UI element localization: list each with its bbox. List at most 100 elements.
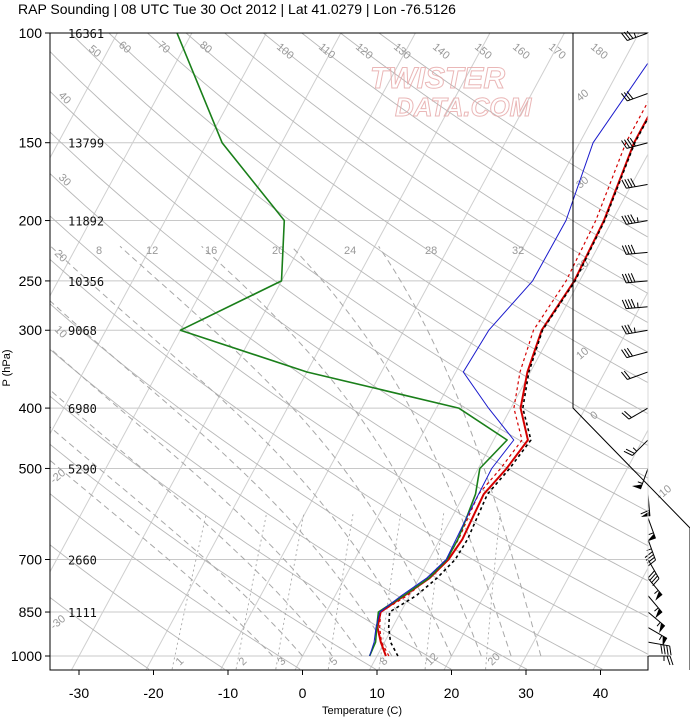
isotherm bbox=[443, 291, 648, 670]
wind-barb bbox=[621, 407, 649, 420]
theta-side-label: 30 bbox=[56, 172, 73, 189]
mixing-ratio-label: 20 bbox=[486, 651, 503, 668]
dry-adiabat bbox=[50, 303, 603, 670]
theta-e-label: 8 bbox=[96, 245, 102, 257]
watermark-line-2: DATA.COM bbox=[395, 92, 533, 122]
theta-e-label: 32 bbox=[512, 245, 524, 257]
plot-frame bbox=[49, 32, 649, 671]
theta-label: 50 bbox=[86, 43, 103, 60]
mixing-ratio-label: 2 bbox=[237, 655, 250, 668]
isotherm-label: 0 bbox=[588, 409, 600, 422]
temperature-tick-label: -20 bbox=[143, 685, 163, 701]
pressure-tick-label: 700 bbox=[19, 551, 43, 567]
isotherm-label: -20 bbox=[48, 467, 68, 486]
mixing-ratio-line bbox=[275, 513, 305, 670]
mixing-ratio-line bbox=[327, 513, 354, 670]
height-label: 5290 bbox=[68, 462, 97, 476]
wind-barb bbox=[632, 468, 649, 490]
chart-title: RAP Sounding | 08 UTC Tue 30 Oct 2012 | … bbox=[18, 1, 456, 17]
theta-e-label: 16 bbox=[205, 245, 217, 257]
mixing-ratio-label: 3 bbox=[276, 655, 289, 668]
dry-adiabat bbox=[50, 348, 528, 670]
wind-barb bbox=[621, 91, 649, 102]
moist-adiabat bbox=[201, 245, 482, 657]
x-axis-label: Temperature (C) bbox=[322, 705, 402, 717]
theta-label: 140 bbox=[430, 41, 452, 62]
wind-barb bbox=[621, 178, 649, 189]
mixing-ratio-line bbox=[485, 513, 501, 670]
wind-barb bbox=[644, 539, 656, 567]
mixing-ratio-line bbox=[378, 513, 402, 670]
dry-adiabat bbox=[50, 596, 150, 670]
theta-side-label: 10 bbox=[52, 324, 69, 341]
pressure-tick-label: 200 bbox=[19, 213, 43, 229]
wind-barb bbox=[621, 298, 649, 310]
dry-adiabat bbox=[147, 33, 648, 384]
wind-barb bbox=[621, 244, 649, 255]
height-label: 13799 bbox=[68, 137, 104, 151]
isotherm bbox=[50, 33, 118, 159]
moist-adiabat bbox=[50, 426, 303, 657]
dry-adiabat bbox=[69, 33, 648, 447]
wind-barb bbox=[621, 324, 649, 335]
wind-barb bbox=[647, 517, 656, 542]
y-axis-label: P (hPa) bbox=[1, 349, 13, 386]
mixing-ratio-line bbox=[424, 513, 445, 670]
isotherm-label: 10 bbox=[574, 345, 591, 362]
moist-adiabat bbox=[50, 300, 393, 657]
height-label: 2660 bbox=[68, 553, 97, 567]
dry-adiabat bbox=[263, 33, 648, 294]
pressure-tick-label: 100 bbox=[19, 25, 43, 41]
theta-e-label: 28 bbox=[425, 245, 437, 257]
moist-adiabat bbox=[291, 245, 512, 657]
height-label: 9068 bbox=[68, 324, 97, 338]
dry-adiabat bbox=[50, 395, 452, 670]
isotherm bbox=[50, 33, 193, 297]
pressure-tick-label: 500 bbox=[19, 460, 43, 476]
temperature-tick-label: -30 bbox=[69, 685, 89, 701]
isotherm-label: -30 bbox=[48, 613, 68, 632]
wind-barb bbox=[621, 273, 649, 284]
isotherm bbox=[145, 33, 491, 670]
wind-barb bbox=[647, 611, 666, 634]
dry-adiabat bbox=[108, 33, 648, 415]
dry-adiabat bbox=[50, 443, 376, 670]
mixing-ratio-label: 1 bbox=[174, 655, 187, 668]
height-label: 16361 bbox=[68, 27, 104, 41]
wind-barb bbox=[621, 214, 649, 225]
dry-adiabat bbox=[50, 172, 648, 582]
dry-adiabat bbox=[50, 215, 648, 618]
wind-barbs bbox=[621, 30, 674, 666]
height-label: 11892 bbox=[68, 215, 104, 229]
dry-adiabat bbox=[50, 258, 648, 655]
isotherm bbox=[219, 33, 565, 670]
parcel-trace bbox=[369, 62, 648, 657]
theta-label: 80 bbox=[197, 39, 214, 56]
mixing-ratio-line bbox=[235, 513, 268, 670]
wind-barb bbox=[647, 559, 660, 586]
virtual-temperature-trace bbox=[387, 116, 648, 657]
wind-barb bbox=[647, 577, 663, 601]
pressure-tick-label: 250 bbox=[19, 273, 43, 289]
moist-adiabat bbox=[50, 459, 274, 657]
sounding-traces bbox=[176, 33, 648, 657]
isotherm bbox=[50, 33, 342, 573]
wind-barb bbox=[647, 641, 672, 656]
isotherm bbox=[592, 567, 648, 670]
mixing-ratio-label: 8 bbox=[378, 655, 391, 668]
temperature-tick-label: 30 bbox=[518, 685, 534, 701]
temperature-tick-label: 0 bbox=[299, 685, 307, 701]
temperature-tick-label: -10 bbox=[218, 685, 238, 701]
dry-adiabat bbox=[224, 33, 648, 324]
wind-barb bbox=[647, 627, 668, 647]
pressure-tick-label: 300 bbox=[19, 322, 43, 338]
wind-barb bbox=[621, 137, 649, 149]
dry-adiabat bbox=[50, 50, 648, 479]
isotherm bbox=[368, 153, 648, 670]
theta-e-label: 12 bbox=[146, 245, 158, 257]
pressure-tick-label: 850 bbox=[19, 604, 43, 620]
mixing-ratio-line bbox=[171, 513, 207, 670]
